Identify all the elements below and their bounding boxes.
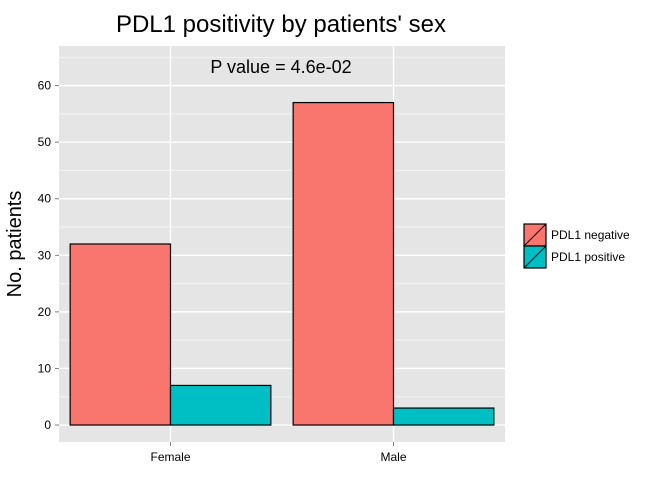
bar-female-negative — [69, 243, 172, 426]
y-tick-label: 10 — [38, 361, 52, 375]
x-tick-label: Female — [150, 450, 190, 464]
y-tick-label: 30 — [38, 248, 52, 262]
legend-key-slash — [523, 245, 547, 269]
chart-title: PDL1 positivity by patients' sex — [116, 11, 446, 38]
x-tick-label: Male — [380, 450, 406, 464]
y-tick-label: 0 — [44, 418, 51, 432]
y-tick-label: 50 — [38, 135, 52, 149]
y-tick-label: 20 — [38, 305, 52, 319]
y-axis-label: No. patients — [4, 191, 26, 298]
legend: PDL1 negative PDL1 positive — [523, 223, 630, 269]
bar-female-positive — [169, 384, 272, 426]
y-axis: 0 10 20 30 40 50 60 — [38, 79, 59, 432]
x-axis: Female Male — [150, 442, 407, 464]
bar-male-negative — [292, 101, 395, 426]
y-tick-label: 60 — [38, 79, 52, 93]
legend-label: PDL1 positive — [551, 250, 625, 264]
legend-key-slash — [523, 223, 547, 247]
y-tick-label: 40 — [38, 192, 52, 206]
bars — [69, 101, 495, 426]
bar-male-positive — [392, 407, 495, 426]
p-value-annotation: P value = 4.6e-02 — [210, 57, 351, 77]
legend-label: PDL1 negative — [551, 228, 630, 242]
